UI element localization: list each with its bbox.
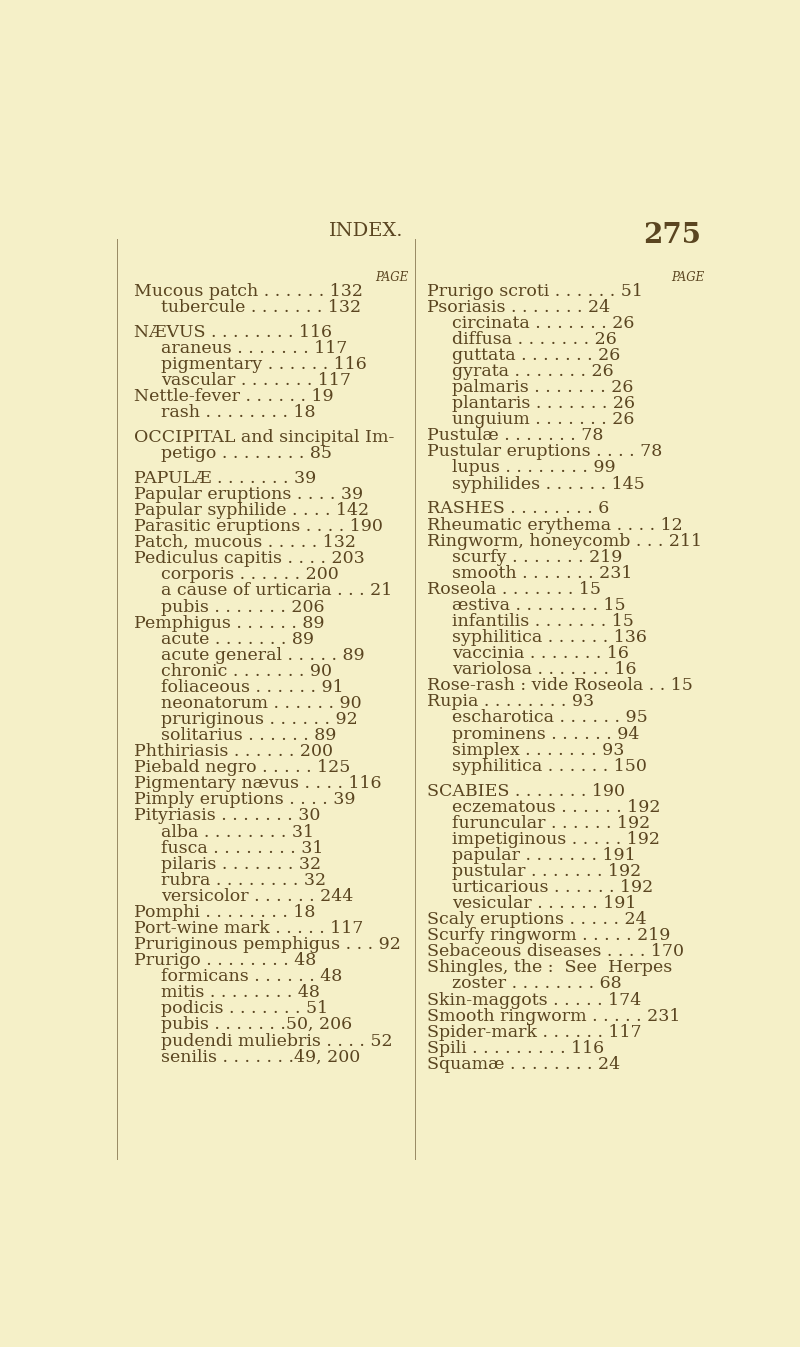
Text: Spider-mark . . . . . . 117: Spider-mark . . . . . . 117 — [427, 1024, 642, 1041]
Text: neonatorum . . . . . . 90: neonatorum . . . . . . 90 — [161, 695, 362, 713]
Text: Roseola . . . . . . . 15: Roseola . . . . . . . 15 — [427, 581, 602, 598]
Text: æstiva . . . . . . . . 15: æstiva . . . . . . . . 15 — [452, 597, 626, 614]
Text: RASHES . . . . . . . . 6: RASHES . . . . . . . . 6 — [427, 501, 610, 517]
Text: Port-wine mark . . . . . 117: Port-wine mark . . . . . 117 — [134, 920, 363, 938]
Text: versicolor . . . . . . 244: versicolor . . . . . . 244 — [161, 888, 353, 905]
Text: chronic . . . . . . . 90: chronic . . . . . . . 90 — [161, 663, 332, 680]
Text: Papular syphilide . . . . 142: Papular syphilide . . . . 142 — [134, 502, 370, 519]
Text: Pediculus capitis . . . . 203: Pediculus capitis . . . . 203 — [134, 551, 365, 567]
Text: syphilitica . . . . . . 150: syphilitica . . . . . . 150 — [452, 757, 647, 775]
Text: alba . . . . . . . . 31: alba . . . . . . . . 31 — [161, 823, 314, 841]
Text: fusca . . . . . . . . 31: fusca . . . . . . . . 31 — [161, 839, 323, 857]
Text: Skin-maggots . . . . . 174: Skin-maggots . . . . . 174 — [427, 991, 642, 1009]
Text: Scurfy ringworm . . . . . 219: Scurfy ringworm . . . . . 219 — [427, 927, 670, 944]
Text: eczematous . . . . . . 192: eczematous . . . . . . 192 — [452, 799, 661, 816]
Text: Pityriasis . . . . . . . 30: Pityriasis . . . . . . . 30 — [134, 807, 321, 824]
Text: vascular . . . . . . . 117: vascular . . . . . . . 117 — [161, 372, 350, 389]
Text: pilaris . . . . . . . 32: pilaris . . . . . . . 32 — [161, 855, 321, 873]
Text: guttata . . . . . . . 26: guttata . . . . . . . 26 — [452, 348, 621, 364]
Text: petigo . . . . . . . . 85: petigo . . . . . . . . 85 — [161, 445, 332, 462]
Text: Smooth ringworm . . . . . 231: Smooth ringworm . . . . . 231 — [427, 1008, 681, 1025]
Text: rubra . . . . . . . . 32: rubra . . . . . . . . 32 — [161, 872, 326, 889]
Text: Pomphi . . . . . . . . 18: Pomphi . . . . . . . . 18 — [134, 904, 315, 921]
Text: INDEX.: INDEX. — [330, 222, 404, 240]
Text: impetiginous . . . . . 192: impetiginous . . . . . 192 — [452, 831, 660, 847]
Text: Pustulæ . . . . . . . 78: Pustulæ . . . . . . . 78 — [427, 427, 604, 445]
Text: mitis . . . . . . . . 48: mitis . . . . . . . . 48 — [161, 985, 320, 1001]
Text: Phthiriasis . . . . . . 200: Phthiriasis . . . . . . 200 — [134, 744, 333, 760]
Text: PAPULÆ . . . . . . . 39: PAPULÆ . . . . . . . 39 — [134, 470, 316, 486]
Text: pruriginous . . . . . . 92: pruriginous . . . . . . 92 — [161, 711, 358, 727]
Text: urticarious . . . . . . 192: urticarious . . . . . . 192 — [452, 880, 654, 896]
Text: solitarius . . . . . . 89: solitarius . . . . . . 89 — [161, 727, 336, 744]
Text: palmaris . . . . . . . 26: palmaris . . . . . . . 26 — [452, 379, 634, 396]
Text: Papular eruptions . . . . 39: Papular eruptions . . . . 39 — [134, 486, 363, 502]
Text: Squamæ . . . . . . . . 24: Squamæ . . . . . . . . 24 — [427, 1056, 621, 1072]
Text: papular . . . . . . . 191: papular . . . . . . . 191 — [452, 847, 636, 863]
Text: Pigmentary nævus . . . . 116: Pigmentary nævus . . . . 116 — [134, 776, 382, 792]
Text: podicis . . . . . . . 51: podicis . . . . . . . 51 — [161, 1001, 328, 1017]
Text: Parasitic eruptions . . . . 190: Parasitic eruptions . . . . 190 — [134, 519, 383, 535]
Text: PAGE: PAGE — [375, 271, 409, 284]
Text: pubis . . . . . . .50, 206: pubis . . . . . . .50, 206 — [161, 1017, 352, 1033]
Text: variolosa . . . . . . . 16: variolosa . . . . . . . 16 — [452, 661, 637, 678]
Text: Scaly eruptions . . . . . 24: Scaly eruptions . . . . . 24 — [427, 911, 647, 928]
Text: SCABIES . . . . . . . 190: SCABIES . . . . . . . 190 — [427, 783, 626, 800]
Text: NÆVUS . . . . . . . . 116: NÆVUS . . . . . . . . 116 — [134, 323, 332, 341]
Text: formicans . . . . . . 48: formicans . . . . . . 48 — [161, 968, 342, 985]
Text: Pemphigus . . . . . . 89: Pemphigus . . . . . . 89 — [134, 614, 325, 632]
Text: PAGE: PAGE — [671, 271, 705, 284]
Text: rash . . . . . . . . 18: rash . . . . . . . . 18 — [161, 404, 315, 422]
Text: simplex . . . . . . . 93: simplex . . . . . . . 93 — [452, 742, 625, 758]
Text: pubis . . . . . . . 206: pubis . . . . . . . 206 — [161, 598, 324, 616]
Text: circinata . . . . . . . 26: circinata . . . . . . . 26 — [452, 315, 634, 331]
Text: Rose-rash : vide Roseola . . 15: Rose-rash : vide Roseola . . 15 — [427, 678, 694, 694]
Text: pudendi muliebris . . . . 52: pudendi muliebris . . . . 52 — [161, 1033, 392, 1049]
Text: plantaris . . . . . . . 26: plantaris . . . . . . . 26 — [452, 395, 635, 412]
Text: Rupia . . . . . . . . 93: Rupia . . . . . . . . 93 — [427, 694, 594, 710]
Text: OCCIPITAL and sincipital Im-: OCCIPITAL and sincipital Im- — [134, 428, 394, 446]
Text: foliaceous . . . . . . 91: foliaceous . . . . . . 91 — [161, 679, 343, 696]
Text: Nettle-fever . . . . . . 19: Nettle-fever . . . . . . 19 — [134, 388, 334, 405]
Text: 275: 275 — [643, 222, 702, 249]
Text: senilis . . . . . . .49, 200: senilis . . . . . . .49, 200 — [161, 1049, 360, 1065]
Text: infantilis . . . . . . . 15: infantilis . . . . . . . 15 — [452, 613, 634, 630]
Text: lupus . . . . . . . . 99: lupus . . . . . . . . 99 — [452, 459, 616, 477]
Text: Pimply eruptions . . . . 39: Pimply eruptions . . . . 39 — [134, 792, 356, 808]
Text: escharotica . . . . . . 95: escharotica . . . . . . 95 — [452, 710, 648, 726]
Text: syphilitica . . . . . . 136: syphilitica . . . . . . 136 — [452, 629, 647, 647]
Text: Piebald negro . . . . . 125: Piebald negro . . . . . 125 — [134, 760, 350, 776]
Text: unguium . . . . . . . 26: unguium . . . . . . . 26 — [452, 411, 634, 428]
Text: a cause of urticaria . . . 21: a cause of urticaria . . . 21 — [161, 582, 392, 599]
Text: Prurigo scroti . . . . . . 51: Prurigo scroti . . . . . . 51 — [427, 283, 643, 299]
Text: gyrata . . . . . . . 26: gyrata . . . . . . . 26 — [452, 362, 614, 380]
Text: vesicular . . . . . . 191: vesicular . . . . . . 191 — [452, 896, 637, 912]
Text: Psoriasis . . . . . . . 24: Psoriasis . . . . . . . 24 — [427, 299, 610, 315]
Text: corporis . . . . . . 200: corporis . . . . . . 200 — [161, 566, 338, 583]
Text: acute . . . . . . . 89: acute . . . . . . . 89 — [161, 630, 314, 648]
Text: acute general . . . . . 89: acute general . . . . . 89 — [161, 647, 364, 664]
Text: prominens . . . . . . 94: prominens . . . . . . 94 — [452, 726, 639, 742]
Text: Pruriginous pemphigus . . . 92: Pruriginous pemphigus . . . 92 — [134, 936, 401, 954]
Text: Ringworm, honeycomb . . . 211: Ringworm, honeycomb . . . 211 — [427, 532, 702, 550]
Text: pigmentary . . . . . . 116: pigmentary . . . . . . 116 — [161, 356, 366, 373]
Text: Mucous patch . . . . . . 132: Mucous patch . . . . . . 132 — [134, 283, 363, 299]
Text: diffusa . . . . . . . 26: diffusa . . . . . . . 26 — [452, 331, 617, 348]
Text: vaccinia . . . . . . . 16: vaccinia . . . . . . . 16 — [452, 645, 629, 663]
Text: Spili . . . . . . . . . 116: Spili . . . . . . . . . 116 — [427, 1040, 605, 1057]
Text: pustular . . . . . . . 192: pustular . . . . . . . 192 — [452, 863, 642, 880]
Text: tubercule . . . . . . . 132: tubercule . . . . . . . 132 — [161, 299, 361, 315]
Text: Prurigo . . . . . . . . 48: Prurigo . . . . . . . . 48 — [134, 952, 316, 970]
Text: Rheumatic erythema . . . . 12: Rheumatic erythema . . . . 12 — [427, 516, 683, 533]
Text: araneus . . . . . . . 117: araneus . . . . . . . 117 — [161, 339, 347, 357]
Text: Pustular eruptions . . . . 78: Pustular eruptions . . . . 78 — [427, 443, 662, 461]
Text: syphilides . . . . . . 145: syphilides . . . . . . 145 — [452, 475, 645, 493]
Text: zoster . . . . . . . . 68: zoster . . . . . . . . 68 — [452, 975, 622, 993]
Text: Shingles, the :  See  Herpes: Shingles, the : See Herpes — [427, 959, 673, 977]
Text: scurfy . . . . . . . 219: scurfy . . . . . . . 219 — [452, 548, 622, 566]
Text: smooth . . . . . . . 231: smooth . . . . . . . 231 — [452, 564, 633, 582]
Text: Patch, mucous . . . . . 132: Patch, mucous . . . . . 132 — [134, 535, 356, 551]
Text: Sebaceous diseases . . . . 170: Sebaceous diseases . . . . 170 — [427, 943, 684, 960]
Text: furuncular . . . . . . 192: furuncular . . . . . . 192 — [452, 815, 650, 831]
